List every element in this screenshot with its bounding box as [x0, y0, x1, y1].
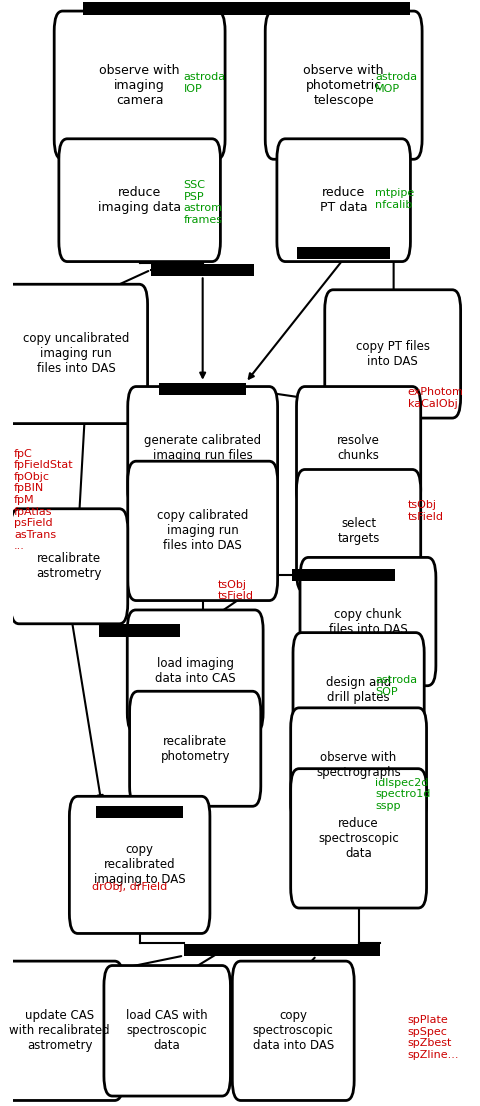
- Text: observe with
spectrographs: observe with spectrographs: [316, 751, 401, 780]
- FancyBboxPatch shape: [128, 461, 277, 601]
- Text: fpC
fpFieldStat
fpObjc
fpBIN
fpM
fpAtlas
psField
asTrans
...: fpC fpFieldStat fpObjc fpBIN fpM fpAtlas…: [14, 449, 73, 551]
- Text: copy
recalibrated
imaging to DAS: copy recalibrated imaging to DAS: [94, 844, 185, 886]
- FancyBboxPatch shape: [300, 557, 436, 686]
- Text: copy chunk
files into DAS: copy chunk files into DAS: [329, 607, 408, 636]
- Text: load CAS with
spectroscopic
data: load CAS with spectroscopic data: [126, 1010, 208, 1052]
- Bar: [99, 624, 180, 637]
- Text: copy PT files
into DAS: copy PT files into DAS: [356, 340, 430, 368]
- Bar: [184, 945, 380, 956]
- Text: astroda
SOP: astroda SOP: [375, 675, 417, 697]
- Bar: [297, 247, 390, 260]
- Text: reduce
spectroscopic
data: reduce spectroscopic data: [318, 817, 399, 859]
- Bar: [83, 2, 410, 15]
- FancyBboxPatch shape: [128, 387, 277, 509]
- Bar: [151, 263, 254, 275]
- FancyBboxPatch shape: [127, 611, 263, 732]
- Text: generate calibrated
imaging run files: generate calibrated imaging run files: [144, 434, 261, 462]
- FancyBboxPatch shape: [325, 290, 461, 418]
- FancyBboxPatch shape: [277, 139, 410, 262]
- Text: recalibrate
photometry: recalibrate photometry: [160, 734, 230, 763]
- FancyBboxPatch shape: [54, 11, 225, 159]
- Text: copy
spectroscopic
data into DAS: copy spectroscopic data into DAS: [252, 1010, 334, 1052]
- FancyBboxPatch shape: [59, 139, 220, 262]
- FancyBboxPatch shape: [130, 691, 261, 806]
- Text: SSC
PSP
astrom
frames: SSC PSP astrom frames: [183, 180, 223, 225]
- FancyBboxPatch shape: [104, 966, 230, 1096]
- Text: tsObj
tsField: tsObj tsField: [217, 580, 253, 602]
- Text: load imaging
data into CAS: load imaging data into CAS: [155, 657, 236, 686]
- Text: recalibrate
astrometry: recalibrate astrometry: [36, 552, 102, 581]
- FancyBboxPatch shape: [232, 961, 354, 1100]
- Text: update CAS
with recalibrated
astrometry: update CAS with recalibrated astrometry: [10, 1010, 110, 1052]
- Text: select
targets: select targets: [337, 517, 380, 545]
- Text: exPhotom
kaCalObj: exPhotom kaCalObj: [408, 387, 464, 409]
- FancyBboxPatch shape: [0, 961, 123, 1100]
- Text: astroda
IOP: astroda IOP: [183, 72, 226, 94]
- Text: astroda
MOP: astroda MOP: [375, 72, 417, 94]
- Text: reduce
PT data: reduce PT data: [320, 186, 368, 215]
- Text: drObj, drField: drObj, drField: [92, 881, 167, 893]
- Bar: [96, 805, 183, 818]
- Text: design and
drill plates: design and drill plates: [326, 676, 391, 705]
- Text: tsObj
tsField: tsObj tsField: [408, 500, 444, 522]
- Bar: [159, 383, 246, 395]
- Text: observe with
imaging
camera: observe with imaging camera: [99, 64, 180, 106]
- FancyBboxPatch shape: [293, 633, 424, 748]
- FancyBboxPatch shape: [291, 708, 427, 823]
- Bar: [292, 568, 395, 582]
- Text: idlspec2d
spectro1d
sspp: idlspec2d spectro1d sspp: [375, 778, 431, 811]
- FancyBboxPatch shape: [297, 469, 420, 592]
- Text: reduce
imaging data: reduce imaging data: [98, 186, 181, 215]
- FancyBboxPatch shape: [297, 387, 420, 509]
- Text: resolve
chunks: resolve chunks: [337, 434, 380, 462]
- FancyBboxPatch shape: [11, 509, 128, 624]
- FancyBboxPatch shape: [265, 11, 422, 159]
- Text: mtpipe
nfcalib: mtpipe nfcalib: [375, 188, 414, 210]
- FancyBboxPatch shape: [291, 769, 427, 908]
- FancyBboxPatch shape: [5, 284, 147, 424]
- Text: copy calibrated
imaging run
files into DAS: copy calibrated imaging run files into D…: [157, 510, 248, 552]
- Text: observe with
photometric
telescope: observe with photometric telescope: [303, 64, 384, 106]
- Text: spPlate
spSpec
spZbest
spZline...: spPlate spSpec spZbest spZline...: [408, 1015, 459, 1060]
- Text: copy uncalibrated
imaging run
files into DAS: copy uncalibrated imaging run files into…: [23, 333, 129, 375]
- FancyBboxPatch shape: [70, 796, 210, 933]
